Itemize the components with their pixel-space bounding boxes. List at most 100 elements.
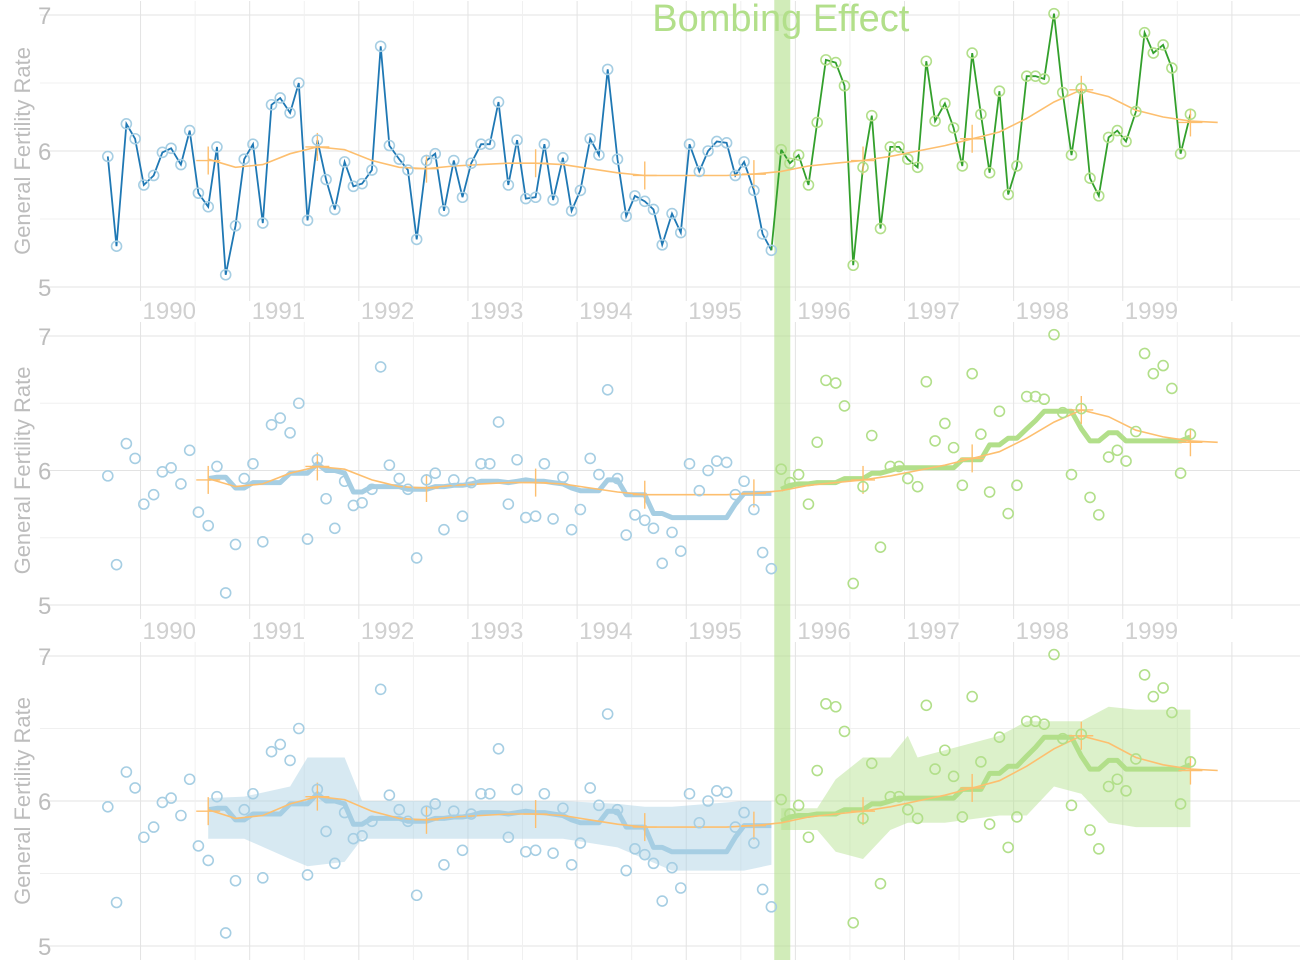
data-point-pre <box>274 738 287 751</box>
data-point-pre <box>738 156 750 168</box>
data-point-pre <box>511 783 523 796</box>
data-point-pre <box>383 139 396 152</box>
data-point-pre <box>192 506 205 518</box>
y-tick-label: 5 <box>38 275 51 302</box>
data-point-pre <box>374 361 387 373</box>
y-tick-label: 7 <box>38 3 51 30</box>
data-point-pre <box>720 456 733 469</box>
data-point-post <box>784 157 796 170</box>
data-point-pre <box>674 545 687 558</box>
trend-line <box>207 88 1218 177</box>
data-point-pre <box>702 464 714 477</box>
y-axis-label: General Fertility Rate <box>10 697 35 905</box>
data-point-pre <box>120 437 133 450</box>
x-tick-label: 1999 <box>1125 618 1178 645</box>
data-point-pre <box>492 742 505 755</box>
data-point-pre <box>129 782 141 794</box>
bombing-effect-annotation: Bombing Effect <box>652 0 909 40</box>
data-point-pre <box>256 535 269 548</box>
data-point-post <box>1020 390 1033 403</box>
data-point-post <box>838 79 851 92</box>
data-point-pre <box>247 457 259 470</box>
data-point-post <box>939 744 951 757</box>
data-point-pre <box>311 134 324 146</box>
x-tick-label: 1991 <box>252 618 305 645</box>
data-point-pre <box>284 427 296 439</box>
data-point-post <box>1174 147 1187 160</box>
data-point-post <box>1138 669 1151 681</box>
data-point-post <box>792 468 805 481</box>
data-point-pre <box>765 901 778 913</box>
data-point-post <box>956 160 969 172</box>
x-tick-label: 1992 <box>361 618 414 645</box>
data-point-pre <box>629 843 641 855</box>
data-point-post <box>1048 648 1060 661</box>
data-point-post <box>956 811 969 823</box>
data-point-post <box>865 109 878 122</box>
data-point-pre <box>320 825 332 838</box>
data-point-pre <box>502 831 515 844</box>
data-point-post <box>920 375 933 388</box>
data-point-pre <box>120 118 133 130</box>
data-point-post <box>1048 328 1060 341</box>
data-point-pre <box>584 452 596 465</box>
data-point-pre <box>756 228 769 240</box>
data-point-post <box>956 479 969 492</box>
data-point-pre <box>647 857 660 870</box>
data-point-post <box>1166 706 1178 719</box>
data-point-post <box>847 916 860 929</box>
y-axis-label: General Fertility Rate <box>10 367 35 575</box>
data-point-pre <box>202 200 215 213</box>
data-point-pre <box>438 205 450 217</box>
data-point-pre <box>611 472 624 485</box>
data-point-pre <box>301 869 314 881</box>
data-point-post <box>1120 135 1132 148</box>
data-point-pre <box>211 790 223 803</box>
intervention-bar <box>774 0 791 960</box>
data-point-pre <box>447 154 460 167</box>
data-point-pre <box>511 453 523 466</box>
data-point-pre <box>338 475 351 488</box>
data-point-post <box>1174 798 1187 810</box>
x-tick-label: 1991 <box>252 298 305 325</box>
data-point-pre <box>366 483 378 496</box>
data-point-pre <box>638 848 651 861</box>
data-point-pre <box>765 244 778 257</box>
data-point-pre <box>438 858 450 871</box>
data-point-post <box>1138 26 1151 39</box>
data-point-pre <box>502 179 515 191</box>
data-point-post <box>947 122 960 134</box>
data-point-pre <box>638 514 651 527</box>
data-point-post <box>1002 188 1014 201</box>
data-point-pre <box>429 798 442 810</box>
data-point-post <box>857 161 869 174</box>
data-point-pre <box>611 803 624 816</box>
data-point-post <box>1038 393 1050 406</box>
data-point-post <box>802 831 815 844</box>
data-point-post <box>901 803 914 816</box>
data-point-pre <box>511 134 523 146</box>
data-point-post <box>792 799 805 812</box>
data-point-pre <box>720 137 733 149</box>
series-line-pre <box>106 46 773 275</box>
data-point-pre <box>748 837 760 849</box>
data-point-post <box>1092 843 1105 855</box>
data-point-pre <box>165 462 177 474</box>
data-point-pre <box>620 864 633 877</box>
data-point-post <box>1111 444 1124 457</box>
data-point-pre <box>557 471 569 484</box>
data-point-post <box>1138 347 1151 360</box>
data-point-pre <box>502 498 515 510</box>
data-point-pre <box>274 92 287 104</box>
data-point-post <box>1102 780 1115 793</box>
data-point-post <box>820 374 832 387</box>
data-point-pre <box>366 815 378 828</box>
data-point-post <box>929 763 941 775</box>
data-point-pre <box>192 840 205 852</box>
data-point-post <box>947 441 960 454</box>
data-point-pre <box>483 138 496 150</box>
data-point-pre <box>420 805 433 817</box>
data-point-pre <box>574 503 587 516</box>
data-point-pre <box>356 177 368 190</box>
